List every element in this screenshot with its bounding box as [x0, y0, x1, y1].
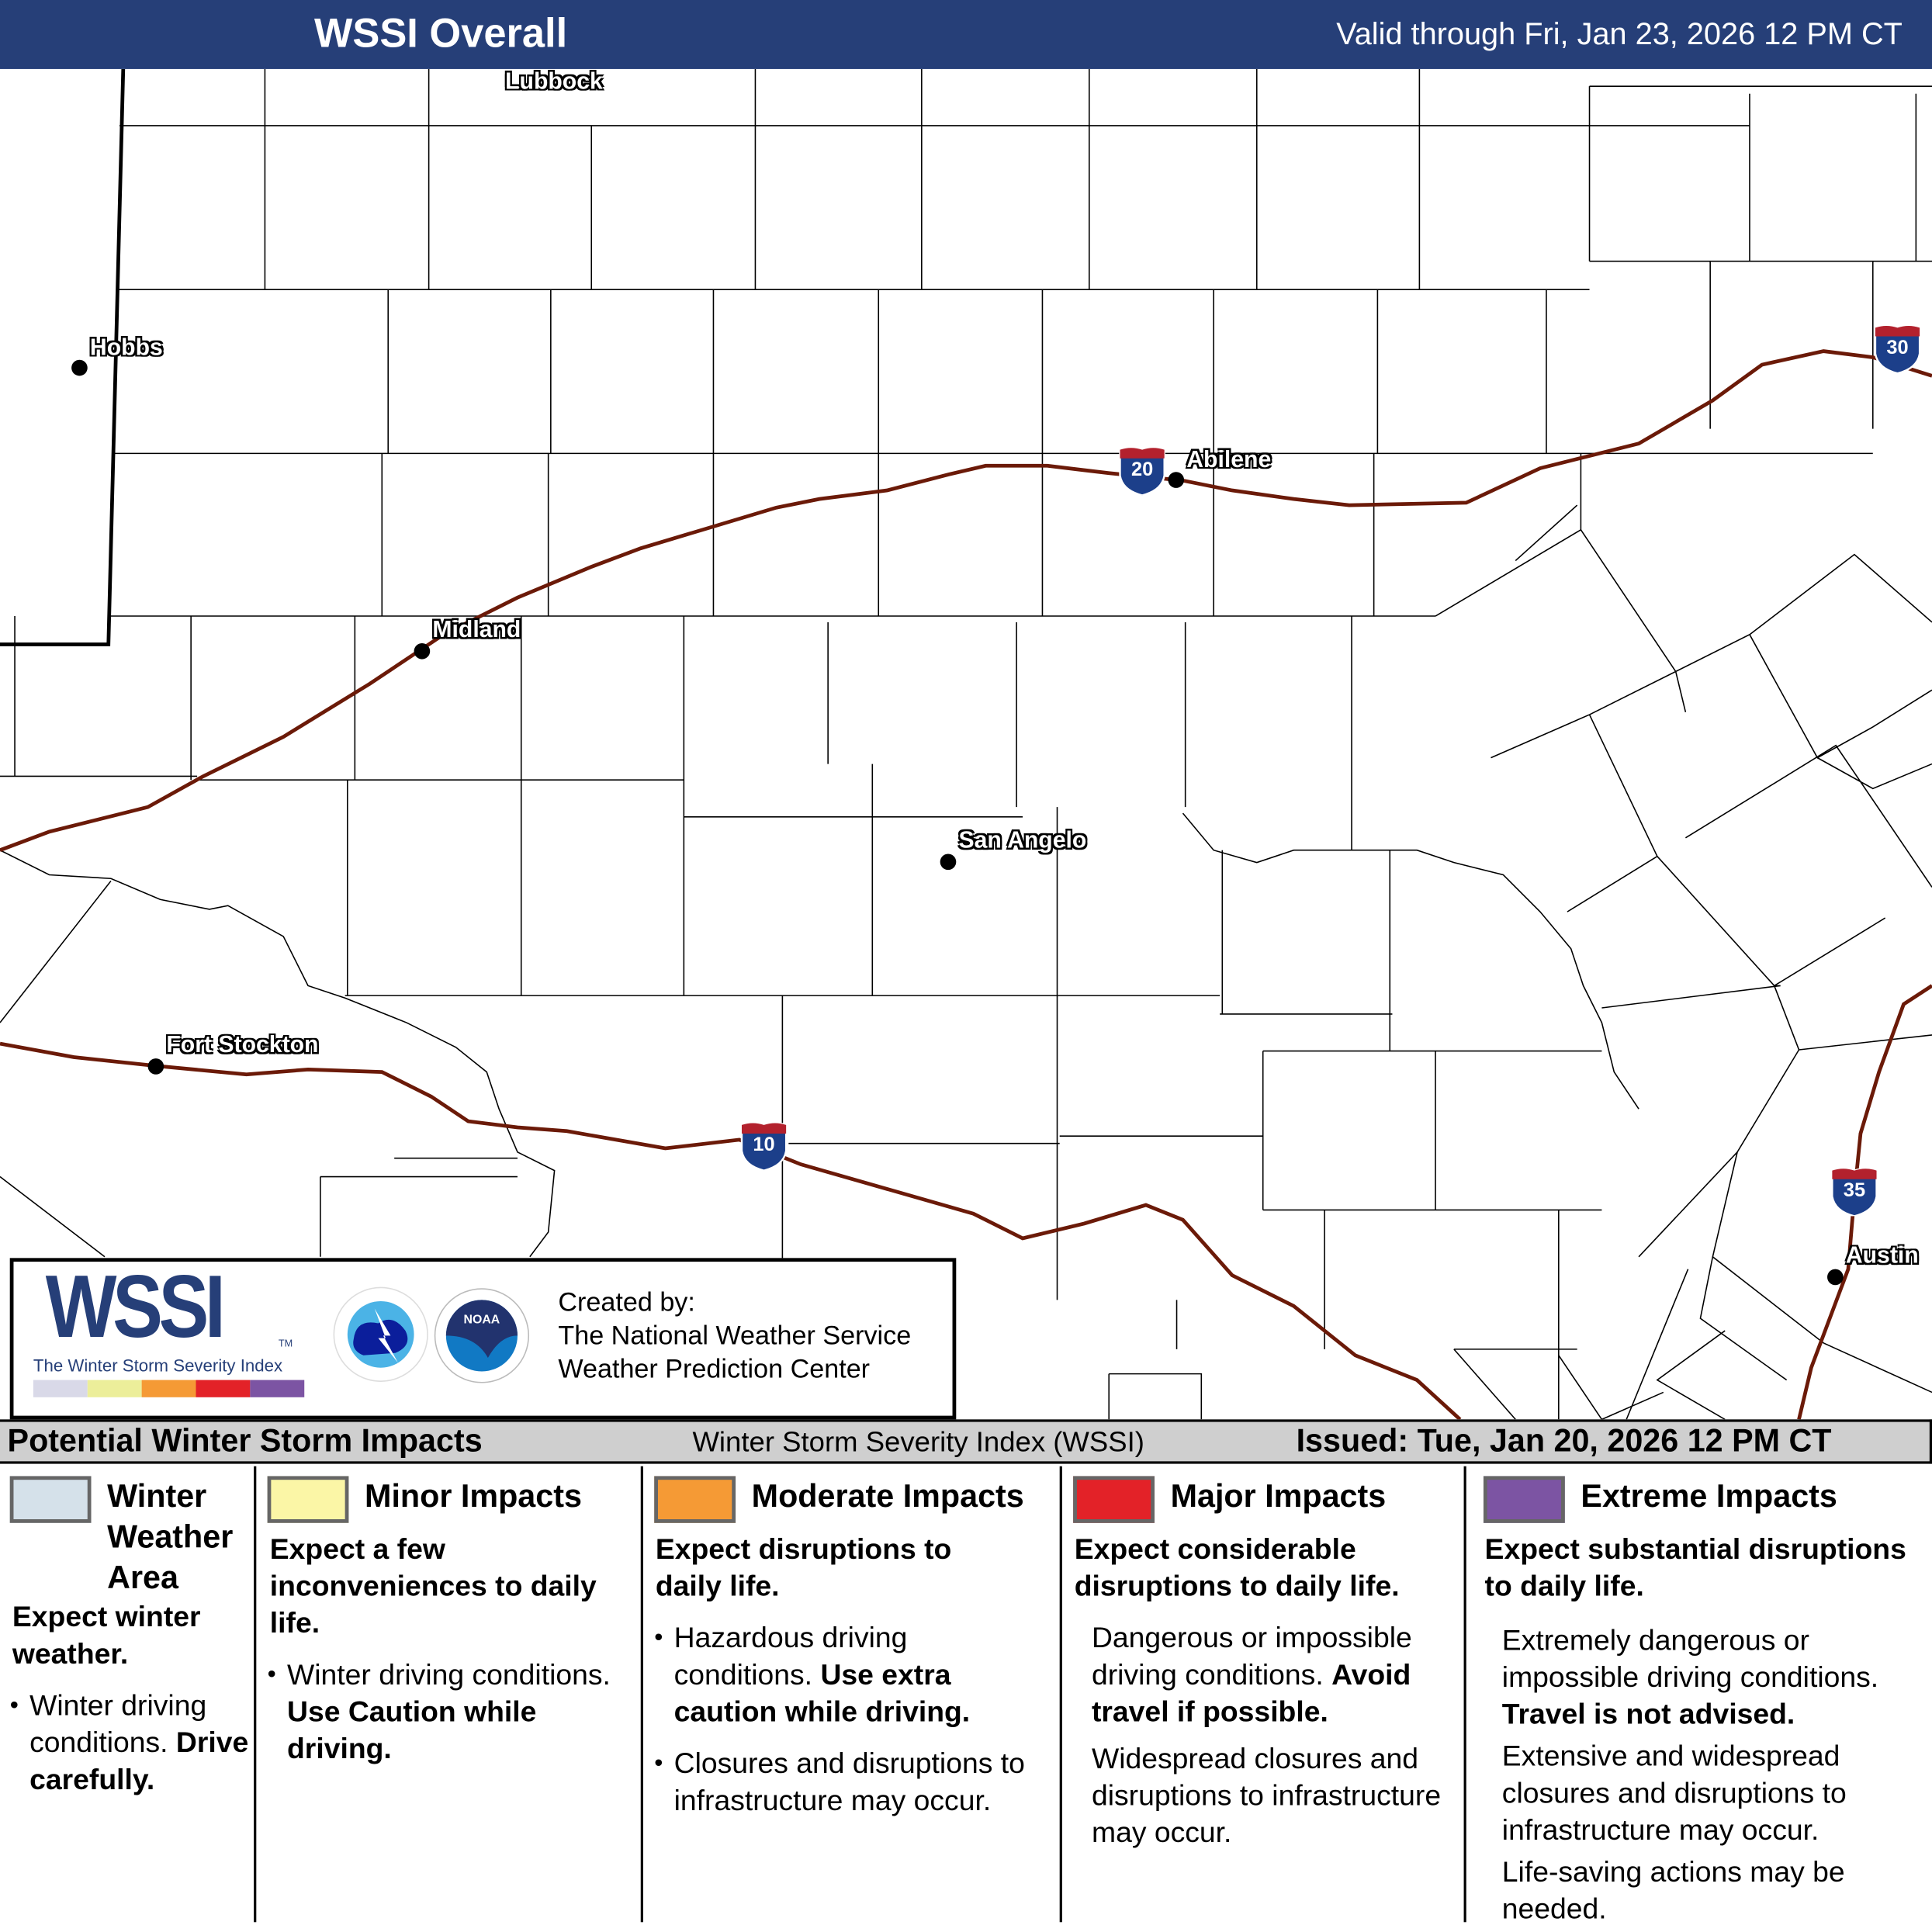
legend-advice: Use extra caution while driving.: [673, 1658, 971, 1728]
legend-advice: Travel is not advised.: [1501, 1698, 1795, 1730]
legend-detail: Extensive and widespread closures and di…: [1501, 1740, 1847, 1846]
divider: [640, 1466, 643, 1923]
bar-swatch-minor: [87, 1380, 142, 1397]
legend-detail: Hazardous driving conditions.: [673, 1621, 908, 1691]
interstate-30-shield-icon: 30: [1873, 324, 1923, 375]
trademark: TM: [278, 1338, 293, 1349]
swatch-winter: [9, 1476, 92, 1523]
bullet-icon: •: [654, 1623, 663, 1651]
city-label-abilene: Abilene: [1186, 447, 1272, 473]
legend-advice: Drive carefully.: [29, 1726, 249, 1795]
legend-detail: Widespread closures and disruptions to i…: [1091, 1742, 1442, 1849]
san-angelo-dot: [940, 853, 957, 871]
legend-advice: Avoid travel if possible.: [1091, 1658, 1411, 1728]
index-name: Winter Storm Severity Index (WSSI): [692, 1425, 1144, 1458]
noaa-logo-icon: NOAA: [434, 1288, 530, 1383]
swatch-moderate: [654, 1476, 736, 1523]
interstate-30-number: 30: [1886, 338, 1909, 359]
legend-minor-impacts: Minor Impacts Expect a few inconvenience…: [267, 1461, 641, 1924]
header-bar: WSSI Overall Valid through Fri, Jan 23, …: [0, 0, 1932, 69]
legend-expectation: Expect considerable disruptions to daily…: [1074, 1532, 1400, 1602]
county-boundaries: [0, 68, 1932, 1420]
legend-title: Winter Weather Area: [107, 1477, 234, 1596]
nws-logo-icon: [333, 1286, 428, 1382]
org-nws: The National Weather Service: [558, 1321, 912, 1351]
midland-dot: [414, 642, 431, 660]
legend-winter-weather-area: Winter Weather Area Expect winter weathe…: [9, 1461, 254, 1924]
state-border: [0, 68, 126, 646]
impacts-legend: Winter Weather Area Expect winter weathe…: [0, 1461, 1932, 1932]
valid-through: Valid through Fri, Jan 23, 2026 12 PM CT: [1336, 17, 1903, 52]
city-label-midland: Midland: [432, 617, 521, 643]
legend-advice: Use Caution while driving.: [287, 1695, 537, 1765]
legend-detail: Dangerous or impossible driving conditio…: [1091, 1621, 1412, 1691]
interstate-10-shield-icon: 10: [739, 1121, 789, 1172]
issued-date: Issued: Tue, Jan 20, 2026 12 PM CT: [1296, 1421, 1832, 1459]
bullet-icon: •: [267, 1660, 276, 1688]
city-label-lubbock: Lubbock: [505, 68, 603, 95]
map-title: WSSI Overall: [313, 9, 568, 56]
wssi-color-bar: [33, 1380, 305, 1397]
bar-swatch-major: [196, 1380, 251, 1397]
divider: [254, 1466, 257, 1923]
county-lines: [0, 68, 1932, 1420]
bullet-icon: •: [9, 1691, 19, 1719]
legend-header-strip: Potential Winter Storm Impacts Winter St…: [0, 1419, 1932, 1464]
legend-expectation: Expect disruptions to daily life.: [655, 1532, 952, 1602]
interstate-35-shield-icon: 35: [1830, 1167, 1879, 1217]
created-by-label: Created by:: [558, 1287, 695, 1317]
legend-expectation: Expect substantial disruptions to daily …: [1484, 1532, 1906, 1602]
fort-stockton-dot: [147, 1058, 164, 1075]
bullet-icon: •: [654, 1749, 663, 1777]
swatch-minor: [267, 1476, 349, 1523]
legend-detail: Life-saving actions may be needed.: [1501, 1855, 1845, 1925]
bar-swatch-extreme: [250, 1380, 305, 1397]
city-label-san-angelo: San Angelo: [958, 828, 1087, 854]
credits-box: WSSI TM The Winter Storm Severity Index …: [9, 1258, 957, 1420]
legend-title: Major Impacts: [1170, 1477, 1387, 1515]
legend-detail: Closures and disruptions to infrastructu…: [673, 1747, 1025, 1816]
org-wpc: Weather Prediction Center: [558, 1354, 871, 1384]
legend-detail: Extremely dangerous or impossible drivin…: [1501, 1623, 1879, 1693]
legend-expectation: Expect winter weather.: [12, 1600, 201, 1670]
austin-dot: [1827, 1269, 1844, 1286]
swatch-major: [1073, 1476, 1155, 1523]
bar-swatch-winter: [33, 1380, 88, 1397]
legend-expectation: Expect a few inconveniences to daily lif…: [269, 1532, 597, 1639]
legend-detail: Winter driving conditions.: [29, 1689, 207, 1759]
map-area: Lubbock Hobbs Abilene Midland San Angelo…: [0, 68, 1932, 1420]
legend-heading: Potential Winter Storm Impacts: [7, 1421, 483, 1459]
interstate-10-number: 10: [753, 1134, 775, 1156]
legend-detail: Winter driving conditions.: [287, 1658, 611, 1691]
bar-swatch-moderate: [141, 1380, 196, 1397]
interstate-20-shield-icon: 20: [1117, 446, 1167, 497]
divider: [1463, 1466, 1466, 1923]
wssi-subtitle: The Winter Storm Severity Index: [33, 1355, 283, 1376]
noaa-logo-text: NOAA: [464, 1314, 500, 1327]
legend-extreme-impacts: Extreme Impacts Expect substantial disru…: [1483, 1461, 1932, 1925]
city-label-austin: Austin: [1845, 1243, 1919, 1269]
abilene-dot: [1168, 472, 1185, 488]
legend-major-impacts: Major Impacts Expect considerable disrup…: [1073, 1461, 1463, 1924]
interstate-20-number: 20: [1130, 459, 1154, 481]
legend-title: Extreme Impacts: [1581, 1477, 1837, 1515]
credits-text: Created by: The National Weather Service…: [558, 1286, 911, 1387]
legend-title: Minor Impacts: [365, 1477, 582, 1515]
swatch-extreme: [1483, 1476, 1565, 1523]
interstate-35-number: 35: [1843, 1180, 1866, 1202]
interstate-20-route: [0, 349, 1932, 852]
city-label-fort-stockton: Fort Stockton: [166, 1032, 319, 1059]
divider: [1059, 1466, 1062, 1923]
legend-moderate-impacts: Moderate Impacts Expect disruptions to d…: [654, 1461, 1059, 1924]
legend-title: Moderate Impacts: [751, 1477, 1024, 1515]
city-label-hobbs: Hobbs: [89, 334, 163, 362]
hobbs-dot: [71, 359, 88, 376]
wssi-logo: WSSI: [45, 1258, 226, 1357]
